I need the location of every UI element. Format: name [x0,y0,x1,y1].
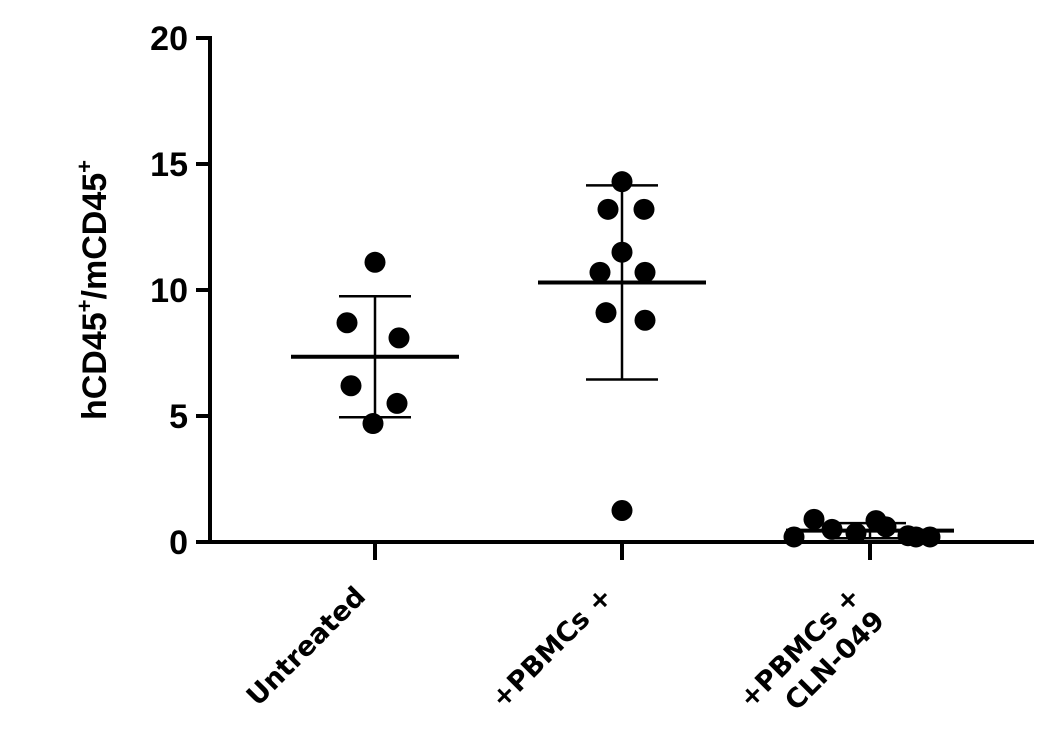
data-point [633,198,655,220]
data-point [803,508,825,530]
data-point [597,198,619,220]
data-groups [291,171,954,548]
y-axis-label: hCD45+/mCD45+ [72,160,114,420]
x-tick-label: +PBMCs +CLN-049 [733,581,891,730]
x-tick-label: +PBMCs + [485,581,618,714]
data-point [634,309,656,331]
group-3 [783,508,954,548]
data-point [875,516,897,538]
data-point [388,327,410,349]
data-point [364,251,386,273]
y-label-superscript-2: + [72,160,97,173]
y-axis-title: hCD45+/mCD45+ [72,160,114,420]
y-tick-label: 0 [169,524,188,562]
data-point [589,261,611,283]
data-point [611,241,633,263]
y-axis: 0 5 10 15 20 [150,20,212,562]
data-point [845,522,867,544]
y-tick-label: 20 [150,20,188,58]
group-1 [291,251,459,435]
y-label-part-1: hCD45 [76,312,114,420]
x-tick-label: Untreated [241,581,372,712]
y-tick-label: 5 [169,398,188,436]
data-point [611,500,633,521]
x-tick-label-line: Untreated [241,581,372,712]
data-point [919,526,941,548]
data-point [362,413,384,435]
y-label-part-2: /mCD45 [76,173,114,300]
data-point [611,171,633,193]
data-point [821,518,843,540]
data-point [634,261,656,283]
data-point [783,526,805,548]
data-point [336,312,358,334]
y-tick-label: 15 [150,146,188,184]
y-tick-label: 10 [150,272,188,310]
data-point [340,375,362,397]
x-axis: Untreated +PBMCs + +PBMCs +CLN-049 [208,540,1034,730]
data-point [595,302,617,324]
data-point [386,392,408,414]
y-label-superscript-1: + [72,299,97,312]
group-2 [538,171,706,521]
x-tick-label-line: +PBMCs + [485,581,618,714]
